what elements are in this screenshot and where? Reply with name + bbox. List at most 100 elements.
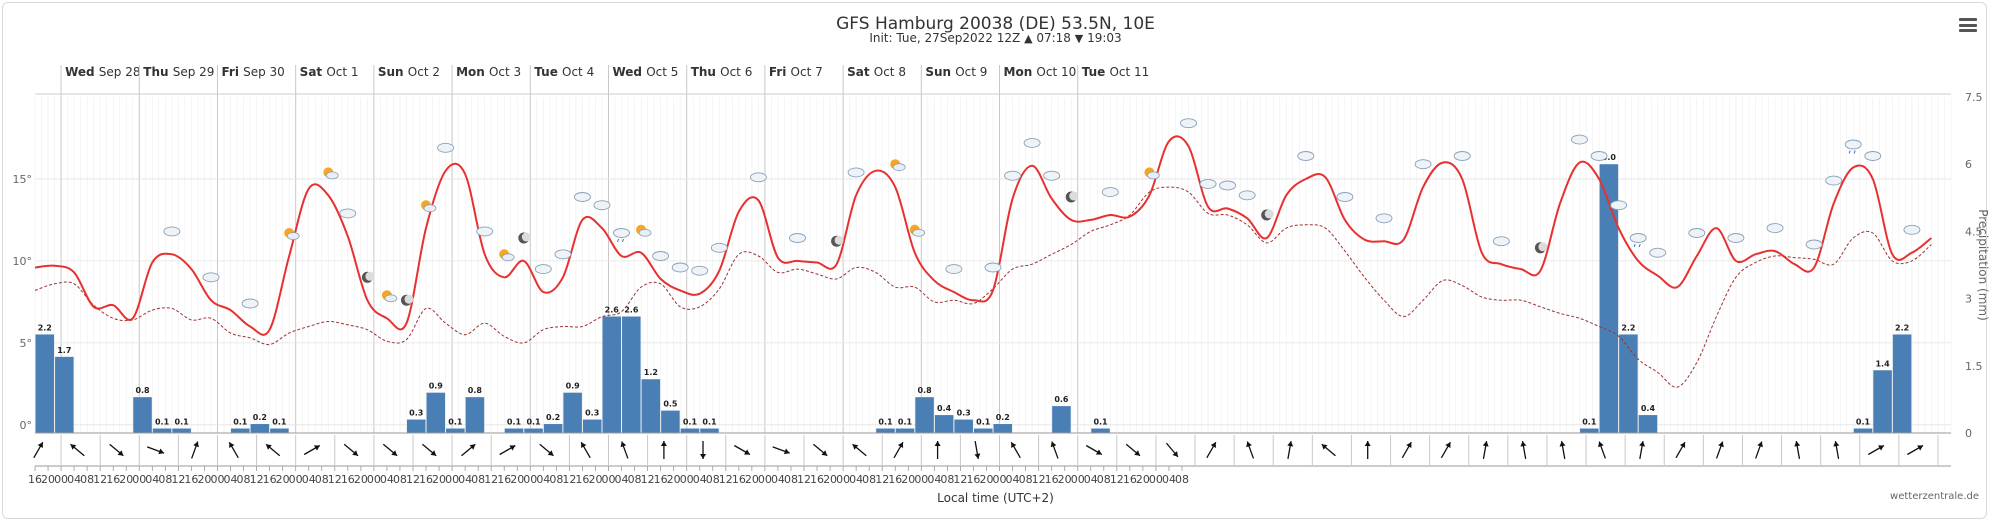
hour-tick-label: 08: [158, 473, 172, 486]
wind-arrow-icon: [421, 443, 437, 457]
cloud-icon: [1727, 233, 1745, 243]
y-right-tick-label: 1.5: [1965, 360, 1983, 373]
x-axis-label: Local time (UTC+2): [937, 491, 1054, 505]
hour-tick-label: 16: [419, 473, 433, 486]
cloud-shape: [1238, 190, 1256, 201]
hour-tick-label: 16: [966, 473, 980, 486]
day-label: Thu Sep 29: [143, 65, 214, 79]
wind-arrow-icon: [1401, 441, 1412, 459]
precip-bar-label: 0.1: [878, 418, 893, 427]
cloud-shape: [534, 264, 552, 275]
rain-drop: [1633, 243, 1636, 248]
hour-tick-label: 00: [289, 473, 303, 486]
moon-shade: [365, 271, 375, 281]
cloud-shape: [1590, 151, 1608, 161]
precip-bar: [895, 428, 915, 433]
day-label: Mon Oct 3: [456, 65, 521, 79]
day-label: Wed Oct 5: [612, 65, 678, 79]
day-label: Sat Oct 8: [847, 65, 906, 79]
precip-bar-label: 0.1: [898, 418, 913, 427]
cloud-icon: [984, 262, 1002, 273]
rain-drop: [1638, 243, 1641, 248]
cloud-shape: [1375, 213, 1393, 224]
moon-shade: [1264, 209, 1274, 219]
wind-arrow-head: [1878, 445, 1884, 451]
cloud-icon: [554, 249, 572, 260]
cloud-icon: [163, 226, 181, 237]
wind-arrow-head: [1679, 442, 1686, 449]
sun-icon: [499, 249, 515, 262]
temperature-line: [34, 135, 1933, 336]
wind-arrow-icon: [303, 444, 321, 456]
day-label-dow: Wed: [612, 65, 646, 79]
hour-tick-label: 08: [549, 473, 563, 486]
day-label: Fri Sep 30: [221, 65, 284, 79]
cloud-icon: [1297, 151, 1315, 161]
wind-arrow-icon: [109, 443, 124, 457]
wind-arrow-icon: [1165, 442, 1179, 458]
credit-text: wetterzentrale.de: [1890, 491, 1979, 502]
hour-tick-label: 08: [940, 473, 954, 486]
day-label-date: Oct 2: [408, 65, 440, 79]
sunset-icon: ▼: [1074, 32, 1084, 45]
hour-tick-label: 04: [927, 473, 941, 486]
moon-icon: [518, 232, 531, 244]
wind-arrow-icon: [893, 441, 904, 459]
moon-shade: [404, 294, 414, 304]
hour-tick-label: 08: [80, 473, 94, 486]
sun-cloud: [892, 163, 906, 172]
init-time: Init: Tue, 27Sep2022 12Z: [869, 31, 1021, 45]
moon-icon: [1065, 191, 1079, 203]
wind-arrow-icon: [733, 444, 751, 456]
cloud-shape: [1825, 175, 1843, 186]
sun-icon: [323, 167, 339, 180]
hour-tick-label: 16: [810, 473, 824, 486]
precip-bar-label: 0.1: [976, 418, 991, 427]
cloud-shape: [1023, 137, 1041, 148]
hour-tick-label: 04: [145, 473, 159, 486]
precip-bar-label: 0.1: [702, 418, 717, 427]
day-label-dow: Sat: [847, 65, 874, 79]
day-label-date: Oct 11: [1109, 65, 1149, 79]
wind-arrow-icon: [1364, 441, 1371, 459]
wind-arrow-head: [1482, 441, 1489, 447]
y-right-tick-label: 3: [1965, 293, 1972, 306]
y-right-tick-label: 7.5: [1965, 91, 1983, 104]
cloud-shape: [1688, 228, 1706, 238]
hour-tick-label: 00: [210, 473, 224, 486]
cloud-shape: [573, 192, 591, 202]
wind-arrow-head: [1917, 445, 1923, 451]
moon-icon: [1534, 242, 1548, 254]
day-label: Sun Oct 2: [378, 65, 440, 79]
moon-shade: [834, 235, 844, 245]
day-label-date: Oct 8: [874, 65, 906, 79]
precip-bar: [993, 424, 1013, 433]
precip-bar: [1619, 334, 1638, 433]
cloud-shape: [163, 226, 181, 237]
wind-arrow-icon: [1598, 441, 1606, 459]
sun-cloud: [423, 204, 437, 213]
wind-arrow-head: [934, 441, 941, 446]
y-right-tick-label: 4.5: [1965, 225, 1983, 238]
wind-arrow-icon: [1440, 441, 1451, 459]
wind-arrow-icon: [33, 441, 44, 459]
precip-bar: [406, 419, 426, 433]
wind-arrow-icon: [1675, 441, 1686, 459]
day-label-dow: Thu: [691, 65, 720, 79]
wind-arrow-icon: [1010, 441, 1021, 459]
cloud-shape: [241, 298, 259, 309]
precip-bar: [1853, 428, 1873, 433]
cloud-shape: [1004, 170, 1022, 181]
wind-arrow-head: [1172, 451, 1178, 457]
precip-bar-label: 0.3: [409, 409, 423, 418]
wind-arrow-icon: [1639, 441, 1646, 459]
wind-arrow-head: [1445, 442, 1451, 449]
chart-menu-button[interactable]: [1959, 18, 1977, 32]
wind-arrow-icon: [1755, 441, 1763, 459]
hour-tick-label: 00: [1071, 473, 1085, 486]
precip-bar: [504, 428, 524, 433]
rain-drop: [1848, 150, 1851, 154]
hour-tick-label: 00: [1149, 473, 1163, 486]
hour-tick-label: 04: [1006, 473, 1020, 486]
